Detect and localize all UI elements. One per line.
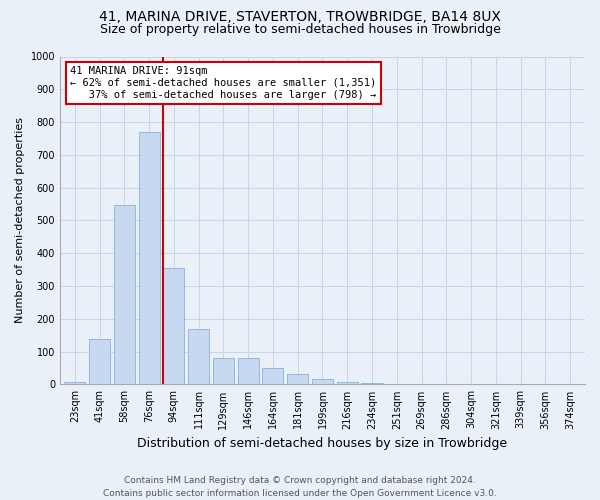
- Bar: [64, 382, 85, 384]
- Bar: [188, 328, 209, 384]
- Bar: [163, 268, 184, 384]
- Bar: [361, 383, 383, 384]
- Bar: [114, 204, 135, 384]
- Text: Size of property relative to semi-detached houses in Trowbridge: Size of property relative to semi-detach…: [100, 22, 500, 36]
- Bar: [287, 374, 308, 384]
- Y-axis label: Number of semi-detached properties: Number of semi-detached properties: [15, 118, 25, 324]
- Bar: [262, 368, 283, 384]
- Bar: [213, 358, 234, 384]
- Text: 41, MARINA DRIVE, STAVERTON, TROWBRIDGE, BA14 8UX: 41, MARINA DRIVE, STAVERTON, TROWBRIDGE,…: [99, 10, 501, 24]
- Bar: [312, 379, 333, 384]
- X-axis label: Distribution of semi-detached houses by size in Trowbridge: Distribution of semi-detached houses by …: [137, 437, 508, 450]
- Bar: [337, 382, 358, 384]
- Text: 41 MARINA DRIVE: 91sqm
← 62% of semi-detached houses are smaller (1,351)
   37% : 41 MARINA DRIVE: 91sqm ← 62% of semi-det…: [70, 66, 377, 100]
- Bar: [238, 358, 259, 384]
- Bar: [139, 132, 160, 384]
- Bar: [89, 338, 110, 384]
- Text: Contains HM Land Registry data © Crown copyright and database right 2024.
Contai: Contains HM Land Registry data © Crown c…: [103, 476, 497, 498]
